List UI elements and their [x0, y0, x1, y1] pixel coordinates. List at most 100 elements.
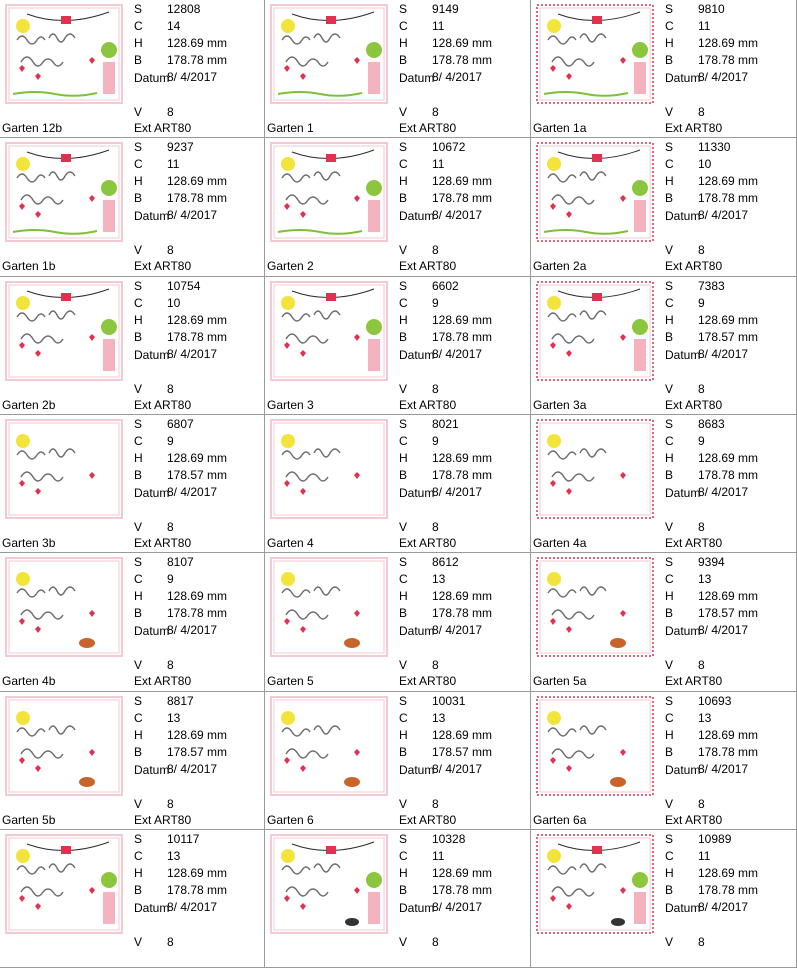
extension-label: Ext — [399, 674, 417, 688]
design-cell[interactable]: S 11330 C 10 H 128.69 mm B 178.78 mm Datum 8/ 4/2… — [531, 138, 797, 277]
property-value: 128.69 mm — [167, 589, 228, 603]
property-label: V — [134, 243, 143, 257]
design-cell[interactable]: S 6602 C 9 H 128.69 mm B 178.78 mm Datum 8/ 4/201… — [265, 277, 531, 415]
property-label: H — [665, 589, 674, 603]
design-thumbnail[interactable] — [270, 557, 388, 657]
property-value: 7383 — [698, 279, 725, 293]
property-value: 9394 — [698, 555, 725, 569]
design-thumbnail[interactable] — [5, 4, 123, 104]
property-value: 178.78 mm — [432, 883, 493, 897]
design-name: Garten 4b — [2, 674, 56, 688]
design-extension: Ext ART80 — [399, 674, 456, 688]
design-cell[interactable]: S 9149 C 11 H 128.69 mm B 178.78 mm Datum 8/ 4/20… — [265, 0, 531, 138]
property-label: H — [134, 174, 143, 188]
design-cell[interactable]: S 10754 C 10 H 128.69 mm B 178.78 mm Datum 8/ 4/2… — [0, 277, 265, 415]
extension-label: Ext — [134, 121, 152, 135]
design-thumbnail[interactable] — [536, 142, 654, 242]
property-value: 128.69 mm — [698, 589, 759, 603]
design-cell[interactable]: S 10328 C 11 H 128.69 mm B 178.78 mm Datum 8/ 4/2… — [265, 830, 531, 968]
property-value: 128.69 mm — [167, 174, 228, 188]
design-thumbnail[interactable] — [536, 4, 654, 104]
property-value: 8 — [698, 658, 705, 672]
design-thumbnail[interactable] — [270, 142, 388, 242]
property-label: H — [399, 728, 408, 742]
design-thumbnail[interactable] — [5, 281, 123, 381]
property-label: V — [134, 520, 143, 534]
extension-label: Ext — [399, 398, 417, 412]
design-thumbnail[interactable] — [270, 281, 388, 381]
design-cell[interactable]: S 10031 C 13 H 128.69 mm B 178.57 mm Datum 8/ 4/2… — [265, 692, 531, 830]
design-thumbnail[interactable] — [5, 419, 123, 519]
property-value: 8 — [698, 382, 705, 396]
design-thumbnail[interactable] — [5, 834, 123, 934]
extension-value: ART80 — [685, 536, 723, 550]
property-value: 11 — [167, 157, 180, 171]
design-cell[interactable]: S 8683 C 9 H 128.69 mm B 178.78 mm Datum 8/ 4/201… — [531, 415, 797, 553]
property-label: C — [665, 849, 674, 863]
property-label: V — [399, 797, 408, 811]
property-value: 178.78 mm — [432, 53, 493, 67]
property-value: 178.78 mm — [698, 191, 759, 205]
extension-value: ART80 — [419, 398, 457, 412]
design-cell[interactable]: S 8107 C 9 H 128.69 mm B 178.78 mm Datum 8/ 4/201… — [0, 553, 265, 692]
property-label: Datum — [399, 901, 435, 915]
design-extension: Ext ART80 — [399, 813, 456, 827]
design-cell[interactable]: S 7383 C 9 H 128.69 mm B 178.57 mm Datum 8/ 4/201… — [531, 277, 797, 415]
design-thumbnail[interactable] — [536, 696, 654, 796]
property-value: 178.57 mm — [432, 745, 493, 759]
property-label: B — [665, 191, 674, 205]
property-label: B — [134, 330, 143, 344]
property-value: 8107 — [167, 555, 194, 569]
design-cell[interactable]: S 9237 C 11 H 128.69 mm B 178.78 mm Datum 8/ 4/20… — [0, 138, 265, 277]
property-value: 8 — [698, 520, 705, 534]
property-value: 8 — [432, 243, 439, 257]
design-thumbnail[interactable] — [5, 557, 123, 657]
design-thumbnail[interactable] — [536, 557, 654, 657]
design-thumbnail[interactable] — [5, 142, 123, 242]
design-thumbnail[interactable] — [270, 419, 388, 519]
design-thumbnail[interactable] — [5, 696, 123, 796]
property-value: 128.69 mm — [432, 174, 493, 188]
property-label: Datum — [665, 763, 701, 777]
design-name: Garten 6a — [533, 813, 587, 827]
design-cell[interactable]: S 9810 C 11 H 128.69 mm B 178.78 mm Datum 8/ 4/20… — [531, 0, 797, 138]
property-value: 8 — [432, 658, 439, 672]
property-value: 9149 — [432, 2, 459, 16]
property-label: S — [134, 2, 143, 16]
design-cell[interactable]: S 8612 C 13 H 128.69 mm B 178.78 mm Datum 8/ 4/20… — [265, 553, 531, 692]
property-label: B — [134, 191, 143, 205]
design-thumbnail[interactable] — [536, 419, 654, 519]
design-cell[interactable]: S 9394 C 13 H 128.69 mm B 178.57 mm Datum 8/ 4/20… — [531, 553, 797, 692]
property-value: 178.57 mm — [167, 468, 228, 482]
design-cell[interactable]: S 8817 C 13 H 128.69 mm B 178.57 mm Datum 8/ 4/20… — [0, 692, 265, 830]
property-value: 9 — [167, 434, 174, 448]
property-label: Datum — [134, 348, 170, 362]
design-thumbnail[interactable] — [536, 281, 654, 381]
design-thumbnail[interactable] — [270, 834, 388, 934]
design-cell[interactable]: S 10693 C 13 H 128.69 mm B 178.78 mm Datum 8/ 4/2… — [531, 692, 797, 830]
property-label: C — [665, 19, 674, 33]
design-cell[interactable]: S 6807 C 9 H 128.69 mm B 178.57 mm Datum 8/ 4/201… — [0, 415, 265, 553]
property-value: 8 — [432, 382, 439, 396]
property-label: C — [665, 157, 674, 171]
property-value: 8 — [698, 105, 705, 119]
property-label: H — [399, 313, 408, 327]
property-value: 8/ 4/2017 — [698, 347, 749, 361]
property-label: Datum — [399, 486, 435, 500]
property-label: Datum — [134, 71, 170, 85]
design-cell[interactable]: S 10989 C 11 H 128.69 mm B 178.78 mm Datum 8/ 4/2… — [531, 830, 797, 968]
property-label: S — [399, 417, 408, 431]
property-value: 128.69 mm — [432, 313, 493, 327]
design-name: Garten 1a — [533, 121, 587, 135]
property-value: 13 — [167, 849, 181, 863]
design-thumbnail[interactable] — [270, 696, 388, 796]
design-cell[interactable]: S 8021 C 9 H 128.69 mm B 178.78 mm Datum 8/ 4/201… — [265, 415, 531, 553]
design-cell[interactable]: S 10117 C 13 H 128.69 mm B 178.78 mm Datum 8/ 4/2… — [0, 830, 265, 968]
property-label: S — [134, 832, 143, 846]
design-thumbnail[interactable] — [270, 4, 388, 104]
design-thumbnail[interactable] — [536, 834, 654, 934]
design-cell[interactable]: S 12808 C 14 H 128.69 mm B 178.78 mm Datum 8/ 4/2… — [0, 0, 265, 138]
property-value: 8/ 4/2017 — [432, 208, 483, 222]
property-value: 128.69 mm — [167, 36, 228, 50]
design-cell[interactable]: S 10672 C 11 H 128.69 mm B 178.78 mm Datum 8/ 4/2… — [265, 138, 531, 277]
